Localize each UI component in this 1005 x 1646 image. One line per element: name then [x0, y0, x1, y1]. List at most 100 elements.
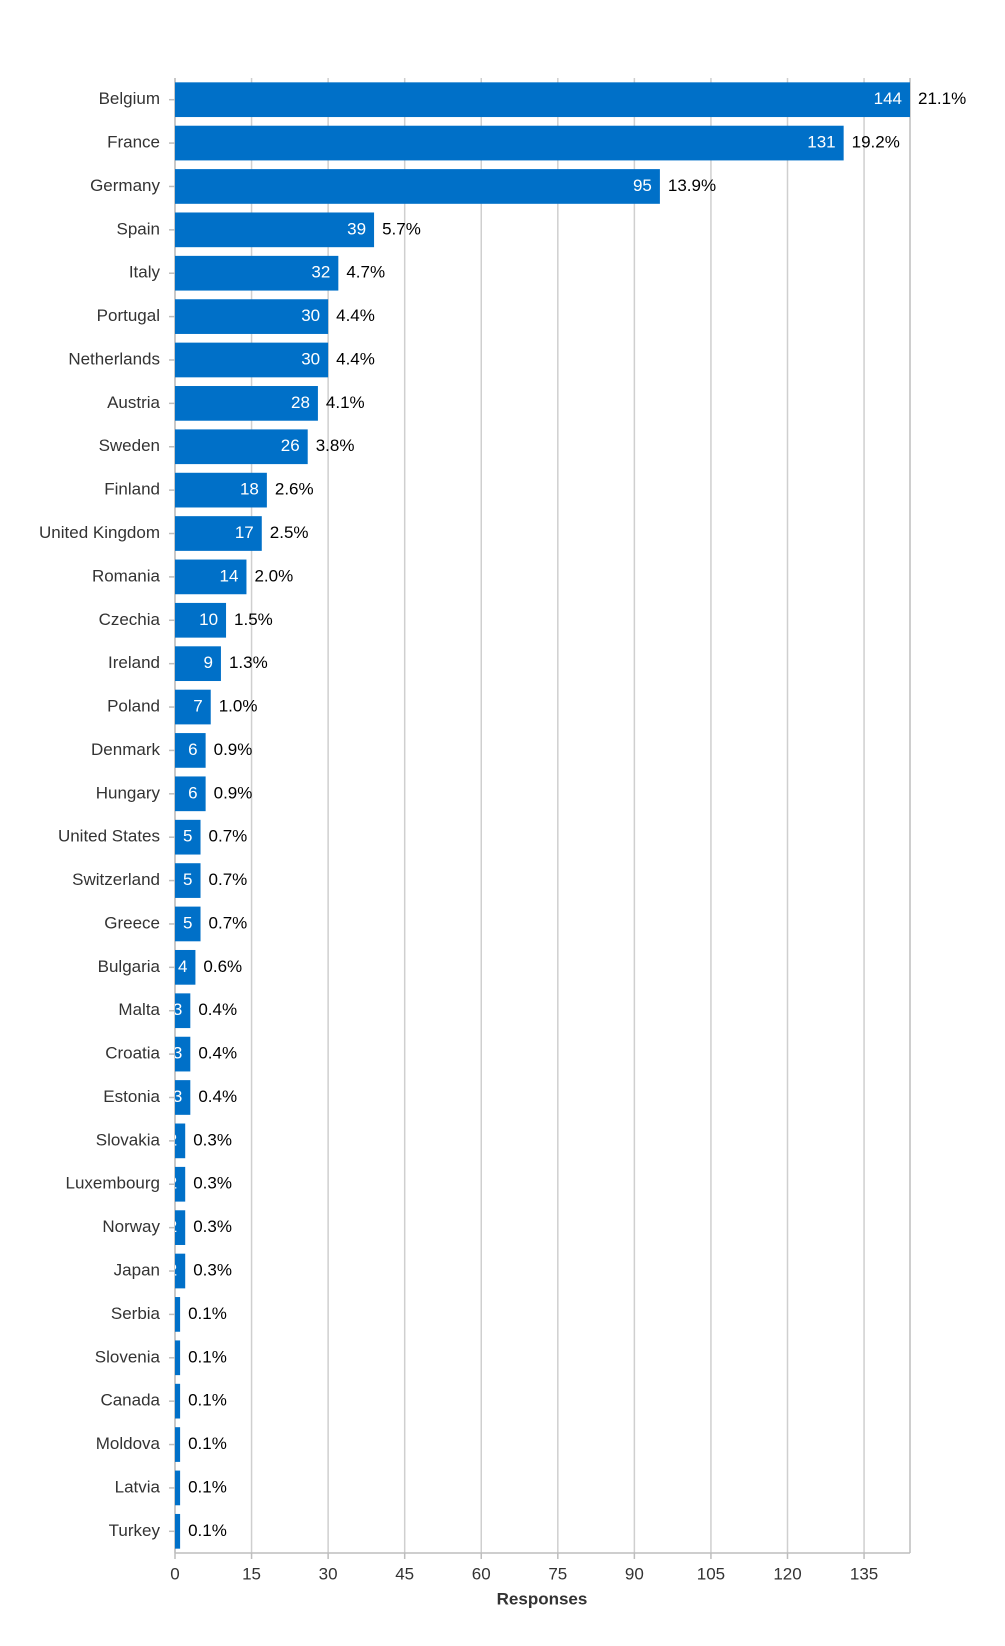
- bar: [175, 646, 221, 682]
- share-label: 0.1%: [188, 1347, 227, 1366]
- bar: [175, 472, 267, 508]
- bar: [175, 906, 201, 942]
- bar-value-label: 2: [168, 1260, 177, 1279]
- x-tick-label: 105: [697, 1564, 725, 1583]
- share-label: 0.4%: [198, 1087, 237, 1106]
- bar-value-label: 32: [311, 263, 330, 282]
- bar: [175, 1123, 186, 1159]
- y-tick-label: Germany: [90, 176, 160, 195]
- y-tick-label: Italy: [129, 263, 161, 282]
- bar: [175, 1383, 181, 1419]
- x-tick-label: 75: [548, 1564, 567, 1583]
- bar: [175, 1253, 186, 1289]
- share-label: 2.5%: [270, 523, 309, 542]
- x-tick-label: 90: [625, 1564, 644, 1583]
- bar: [175, 776, 206, 812]
- bar: [175, 1297, 181, 1332]
- share-label: 0.1%: [188, 1304, 227, 1323]
- x-tick-label: 0: [170, 1564, 179, 1583]
- share-label: 0.6%: [203, 957, 242, 976]
- bar: [175, 1166, 186, 1202]
- bar-value-label: 3: [173, 1000, 182, 1019]
- share-label: 0.3%: [193, 1260, 232, 1279]
- share-label: 0.9%: [214, 740, 253, 759]
- y-tick-label: France: [107, 133, 160, 152]
- y-tick-label: Luxembourg: [65, 1174, 160, 1193]
- y-tick-label: Spain: [117, 219, 160, 238]
- y-tick-label: Austria: [107, 393, 160, 412]
- bar-value-label: 3: [173, 1087, 182, 1106]
- bar: [175, 1340, 181, 1376]
- bar-value-label: 6: [188, 740, 197, 759]
- x-tick-label: 30: [319, 1564, 338, 1583]
- y-tick-label: United States: [58, 827, 160, 846]
- share-label: 0.7%: [209, 913, 248, 932]
- bar: [175, 819, 201, 855]
- share-label: 5.7%: [382, 219, 421, 238]
- y-tick-label: Latvia: [115, 1477, 161, 1496]
- bar-value-label: 2: [168, 1174, 177, 1193]
- y-tick-label: Croatia: [105, 1044, 160, 1063]
- y-tick-label: Czechia: [99, 610, 161, 629]
- bar-value-label: 1: [163, 1434, 172, 1453]
- bar-value-label: 95: [633, 176, 652, 195]
- bar: [175, 1513, 181, 1549]
- bar-value-label: 17: [235, 523, 254, 542]
- bar-value-label: 1: [163, 1304, 172, 1323]
- share-label: 1.5%: [234, 610, 273, 629]
- y-tick-label: Norway: [102, 1217, 160, 1236]
- x-tick-label: 60: [472, 1564, 491, 1583]
- share-label: 0.9%: [214, 783, 253, 802]
- share-label: 0.4%: [198, 1044, 237, 1063]
- share-label: 0.3%: [193, 1217, 232, 1236]
- bar-value-label: 1: [163, 1391, 172, 1410]
- y-tick-label: Netherlands: [68, 349, 160, 368]
- share-label: 2.0%: [254, 566, 293, 585]
- share-label: 0.1%: [188, 1391, 227, 1410]
- bar-value-label: 131: [807, 133, 835, 152]
- y-tick-label: Greece: [104, 913, 160, 932]
- bar: [175, 689, 211, 725]
- x-tick-label: 15: [242, 1564, 261, 1583]
- bar: [175, 169, 660, 204]
- bar: [175, 516, 262, 551]
- y-tick-label: Ireland: [108, 653, 160, 672]
- y-tick-label: United Kingdom: [39, 523, 160, 542]
- y-tick-label: Finland: [104, 480, 160, 499]
- bar-value-label: 2: [168, 1217, 177, 1236]
- bar: [175, 212, 375, 248]
- bar: [175, 82, 910, 118]
- bar: [175, 993, 191, 1029]
- share-label: 1.3%: [229, 653, 268, 672]
- share-label: 3.8%: [316, 436, 355, 455]
- bar: [175, 949, 196, 985]
- bar: [175, 559, 247, 595]
- bar: [175, 602, 227, 638]
- bar-value-label: 1: [163, 1477, 172, 1496]
- share-label: 0.3%: [193, 1130, 232, 1149]
- y-tick-label: Canada: [100, 1391, 160, 1410]
- y-tick-label: Poland: [107, 697, 160, 716]
- x-tick-label: 120: [773, 1564, 801, 1583]
- share-label: 0.1%: [188, 1434, 227, 1453]
- share-label: 4.4%: [336, 349, 375, 368]
- y-tick-label: Slovakia: [96, 1130, 161, 1149]
- share-label: 4.7%: [346, 263, 385, 282]
- x-tick-label: 135: [850, 1564, 878, 1583]
- share-label: 19.2%: [852, 133, 900, 152]
- y-tick-label: Romania: [92, 566, 161, 585]
- x-axis-title: Responses: [497, 1589, 588, 1608]
- y-tick-label: Japan: [114, 1260, 160, 1279]
- bar: [175, 863, 201, 898]
- bar-value-label: 144: [874, 89, 902, 108]
- bar-value-label: 1: [163, 1521, 172, 1540]
- share-label: 13.9%: [668, 176, 716, 195]
- bar-value-label: 28: [291, 393, 310, 412]
- share-label: 0.7%: [209, 827, 248, 846]
- bar: [175, 342, 329, 378]
- share-label: 21.1%: [918, 89, 966, 108]
- y-tick-label: Hungary: [96, 783, 161, 802]
- x-tick-label: 45: [395, 1564, 414, 1583]
- bar: [175, 255, 339, 291]
